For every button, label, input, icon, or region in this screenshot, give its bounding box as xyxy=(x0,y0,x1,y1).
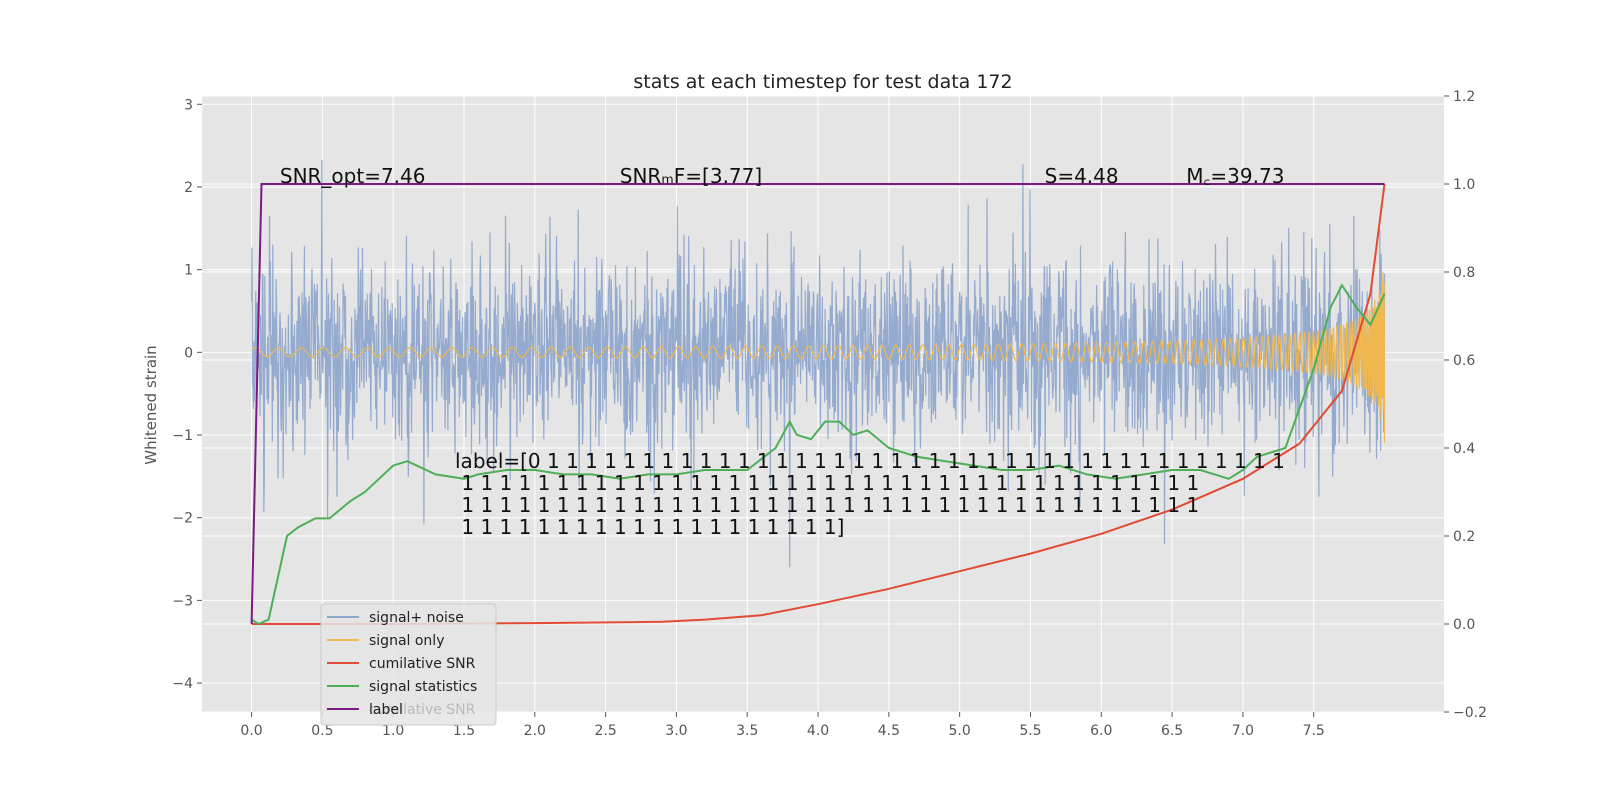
y2-tick-label: 0.6 xyxy=(1453,353,1475,369)
legend-entry: signal statistics xyxy=(369,679,477,695)
y-tick-label: 1 xyxy=(184,263,193,279)
y-tick-label: 3 xyxy=(184,97,193,113)
y-tick-label: −2 xyxy=(172,511,193,527)
legend: cumilative SNR signal+ noise signal only cu… xyxy=(320,603,497,726)
y2-tick-label: 1.0 xyxy=(1453,177,1475,193)
label-array-line: 1 1 1 1 1 1 1 1 1 1 1 1 1 1 1 1 1 1 1 1 … xyxy=(455,471,1199,495)
x-tick-label: 3.0 xyxy=(665,723,687,739)
annotation-text: SNRₘF=[3.77] xyxy=(620,164,762,188)
legend-entry: signal only xyxy=(369,633,444,649)
series-label xyxy=(250,183,1385,625)
legend-entry: signal+ noise xyxy=(369,610,464,626)
y-tick-label: −3 xyxy=(172,593,193,609)
x-tick-label: 6.0 xyxy=(1090,723,1112,739)
y-tick-label: 2 xyxy=(184,180,193,196)
x-tick-label: 2.0 xyxy=(524,723,546,739)
x-tick-label: 7.5 xyxy=(1303,723,1325,739)
label-array-text: label=[0 1 1 1 1 1 1 1 1 1 1 1 1 1 1 1 1… xyxy=(455,449,1285,539)
annotation-text: S=4.48 xyxy=(1045,164,1119,188)
series-signal-statistics xyxy=(251,283,1386,626)
series-signal-only xyxy=(251,272,1386,444)
label-array-line: label=[0 1 1 1 1 1 1 1 1 1 1 1 1 1 1 1 1… xyxy=(455,449,1285,473)
y-tick-label: 0 xyxy=(184,345,193,361)
annotations: SNR_opt=7.46 SNRₘF=[3.77] S=4.48 M꜀=39.73 xyxy=(280,164,1285,188)
x-tick-label: 5.0 xyxy=(949,723,971,739)
x-tick-label: 1.5 xyxy=(453,723,475,739)
y2-axis-ticks: 1.2 1.0 0.8 0.6 0.4 0.2 0.0 −0.2 xyxy=(1444,89,1487,721)
series-cumilative-snr xyxy=(251,183,1386,625)
x-tick-label: 4.0 xyxy=(807,723,829,739)
y-axis-label: Whitened strain xyxy=(142,345,160,464)
y2-tick-label: 0.4 xyxy=(1453,441,1475,457)
x-tick-label: 0.0 xyxy=(240,723,262,739)
annotation-text: M꜀=39.73 xyxy=(1186,164,1284,188)
label-array-line: 1 1 1 1 1 1 1 1 1 1 1 1 1 1 1 1 1 1 1 1] xyxy=(455,515,844,539)
y2-tick-label: 0.2 xyxy=(1453,529,1475,545)
y-axis-ticks: 3 2 1 0 −1 −2 −3 −4 xyxy=(172,97,202,692)
x-tick-label: 2.5 xyxy=(594,723,616,739)
y-tick-label: −1 xyxy=(172,428,193,444)
x-tick-label: 6.5 xyxy=(1161,723,1183,739)
x-tick-label: 4.5 xyxy=(878,723,900,739)
x-tick-label: 1.0 xyxy=(382,723,404,739)
x-tick-label: 3.5 xyxy=(736,723,758,739)
x-axis-ticks: 0.0 0.5 1.0 1.5 2.0 2.5 3.0 3.5 4.0 4.5 5.0 5.5 6.0 6… xyxy=(240,712,1325,739)
legend-ghost-text: cumilative SNR xyxy=(369,702,476,718)
y2-tick-label: 0.0 xyxy=(1453,617,1475,633)
y2-tick-label: 1.2 xyxy=(1453,89,1475,105)
series-signal-noise xyxy=(251,160,1386,568)
x-tick-label: 7.0 xyxy=(1232,723,1254,739)
annotation-text: SNR_opt=7.46 xyxy=(280,164,426,188)
legend-box xyxy=(320,603,497,726)
label-array-line: 1 1 1 1 1 1 1 1 1 1 1 1 1 1 1 1 1 1 1 1 … xyxy=(455,493,1199,517)
x-tick-label: 5.5 xyxy=(1019,723,1041,739)
legend-entry: cumilative SNR xyxy=(369,656,476,672)
y-tick-label: −4 xyxy=(172,676,193,692)
y2-tick-label: −0.2 xyxy=(1453,705,1487,721)
y2-tick-label: 0.8 xyxy=(1453,265,1475,281)
chart-title: stats at each timestep for test data 172 xyxy=(633,71,1012,93)
series-layer xyxy=(250,160,1386,626)
x-tick-label: 0.5 xyxy=(311,723,333,739)
legend-entry: label xyxy=(369,702,403,718)
